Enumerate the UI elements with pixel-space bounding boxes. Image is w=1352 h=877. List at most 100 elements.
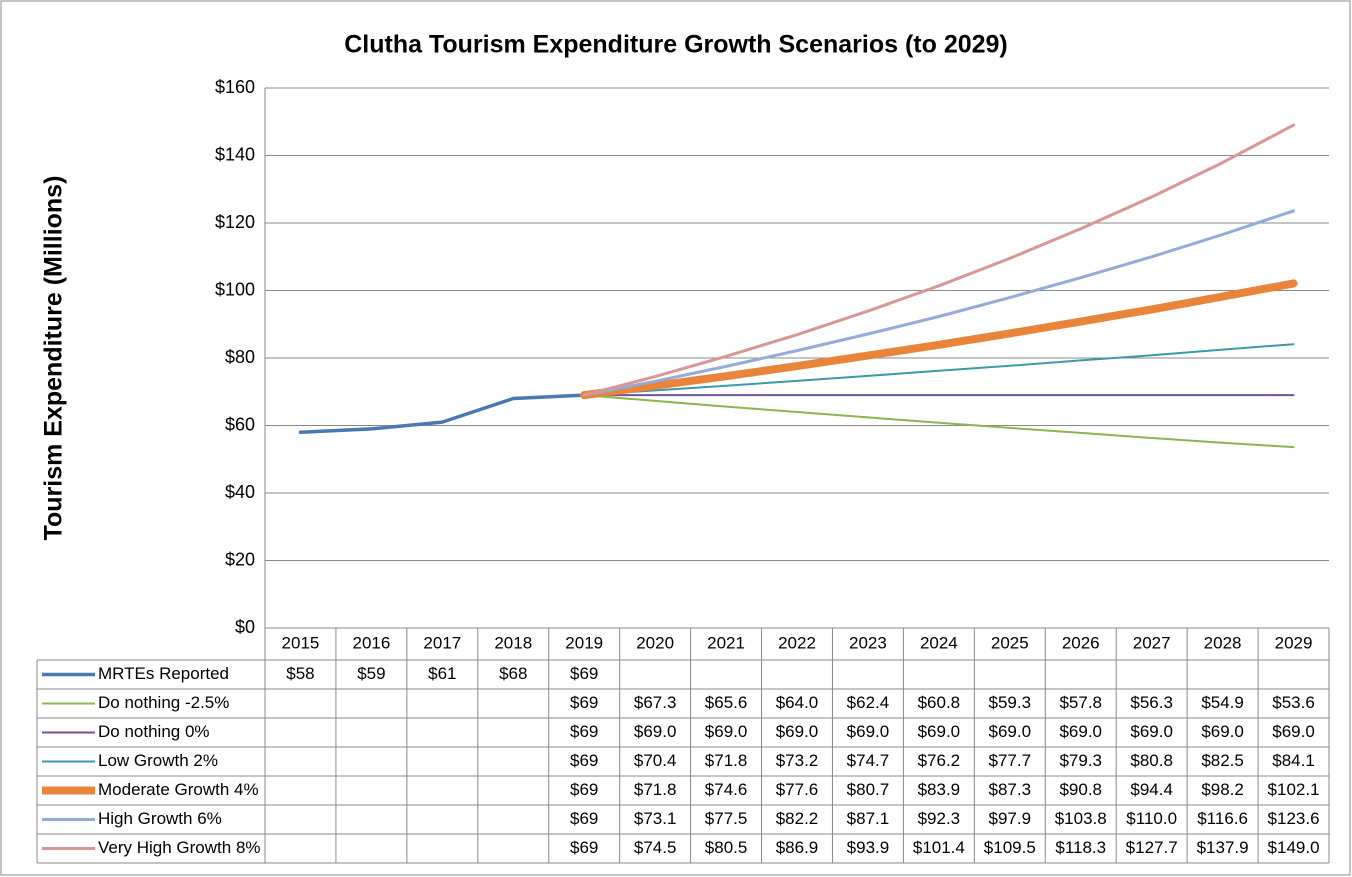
table-value: $84.1	[1272, 751, 1315, 770]
table-value: $64.0	[776, 693, 819, 712]
x-tick-label: 2021	[707, 633, 745, 652]
x-tick-label: 2028	[1204, 633, 1242, 652]
table-value: $53.6	[1272, 693, 1315, 712]
y-tick-label: $100	[215, 279, 255, 299]
table-value: $77.5	[705, 809, 748, 828]
table-value: $127.7	[1126, 838, 1178, 857]
table-value: $83.9	[918, 780, 961, 799]
table-value: $69	[570, 693, 598, 712]
table-value: $65.6	[705, 693, 748, 712]
table-value: $137.9	[1197, 838, 1249, 857]
table-value: $73.1	[634, 809, 677, 828]
table-value: $109.5	[984, 838, 1036, 857]
table-value: $71.8	[634, 780, 677, 799]
table-value: $71.8	[705, 751, 748, 770]
table-value: $116.6	[1197, 809, 1248, 828]
x-tick-label: 2023	[849, 633, 887, 652]
x-tick-label: 2026	[1062, 633, 1100, 652]
table-value: $58	[286, 664, 314, 683]
x-tick-label: 2015	[282, 633, 320, 652]
table-value: $82.5	[1201, 751, 1244, 770]
table-value: $68	[499, 664, 527, 683]
table-value: $69.0	[634, 722, 677, 741]
table-value: $59.3	[989, 693, 1032, 712]
table-value: $101.4	[913, 838, 965, 857]
y-tick-label: $60	[225, 414, 255, 434]
table-value: $102.1	[1268, 780, 1320, 799]
table-value: $69.0	[1130, 722, 1173, 741]
table-value: $80.7	[847, 780, 890, 799]
table-value: $62.4	[847, 693, 890, 712]
y-axis-label: Tourism Expenditure (Millions)	[40, 176, 68, 541]
table-value: $123.6	[1268, 809, 1320, 828]
table-value: $67.3	[634, 693, 677, 712]
series-line	[580, 279, 1298, 400]
y-tick-label: $80	[225, 347, 255, 367]
y-tick-label: $40	[225, 482, 255, 502]
table-value: $69.0	[776, 722, 819, 741]
table-value: $118.3	[1055, 838, 1106, 857]
table-value: $69	[570, 722, 598, 741]
legend-label: High Growth 6%	[98, 809, 222, 828]
x-tick-label: 2022	[778, 633, 816, 652]
x-tick-label: 2016	[352, 633, 390, 652]
table-value: $149.0	[1268, 838, 1320, 857]
table-value: $97.9	[989, 809, 1032, 828]
table-value: $54.9	[1201, 693, 1244, 712]
table-value: $69.0	[1272, 722, 1315, 741]
table-value: $74.5	[634, 838, 677, 857]
x-tick-label: 2029	[1275, 633, 1313, 652]
legend-label: Very High Growth 8%	[98, 838, 261, 857]
legend-label: MRTEs Reported	[98, 664, 229, 683]
table-value: $76.2	[918, 751, 961, 770]
table-value: $93.9	[847, 838, 890, 857]
legend-label: Do nothing 0%	[98, 722, 210, 741]
table-value: $74.7	[847, 751, 890, 770]
table-value: $80.8	[1130, 751, 1173, 770]
table-value: $59	[357, 664, 385, 683]
series-line	[583, 394, 1295, 449]
table-value: $69	[570, 751, 598, 770]
series-line	[582, 209, 1295, 397]
table-value: $94.4	[1130, 780, 1173, 799]
x-tick-label: 2025	[991, 633, 1029, 652]
table-value: $60.8	[918, 693, 961, 712]
x-tick-label: 2018	[494, 633, 532, 652]
table-value: $69	[570, 838, 598, 857]
table-value: $77.7	[989, 751, 1032, 770]
table-value: $87.1	[847, 809, 890, 828]
table-value: $70.4	[634, 751, 677, 770]
x-tick-label: 2019	[565, 633, 603, 652]
table-value: $82.2	[776, 809, 819, 828]
table-value: $69.0	[1059, 722, 1102, 741]
legend-label: Do nothing -2.5%	[98, 693, 229, 712]
table-value: $69	[570, 664, 598, 683]
table-value: $61	[428, 664, 456, 683]
table-value: $73.2	[776, 751, 819, 770]
y-tick-label: $20	[225, 549, 255, 569]
table-value: $69.0	[705, 722, 748, 741]
legend-label: Moderate Growth 4%	[98, 780, 259, 799]
table-value: $80.5	[705, 838, 748, 857]
table-value: $56.3	[1130, 693, 1173, 712]
legend-label: Low Growth 2%	[98, 751, 218, 770]
table-value: $69	[570, 809, 598, 828]
x-tick-label: 2027	[1133, 633, 1171, 652]
table-value: $69.0	[1201, 722, 1244, 741]
chart-title: Clutha Tourism Expenditure Growth Scenar…	[344, 31, 1008, 59]
x-tick-label: 2017	[423, 633, 461, 652]
table-value: $86.9	[776, 838, 819, 857]
table-value: $92.3	[918, 809, 961, 828]
series-line	[298, 393, 586, 435]
table-value: $87.3	[989, 780, 1032, 799]
table-value: $103.8	[1055, 809, 1107, 828]
x-tick-label: 2024	[920, 633, 958, 652]
table-value: $79.3	[1059, 751, 1102, 770]
y-tick-label: $140	[215, 144, 255, 164]
table-value: $110.0	[1126, 809, 1177, 828]
series-line	[582, 123, 1295, 397]
table-value: $69.0	[847, 722, 890, 741]
